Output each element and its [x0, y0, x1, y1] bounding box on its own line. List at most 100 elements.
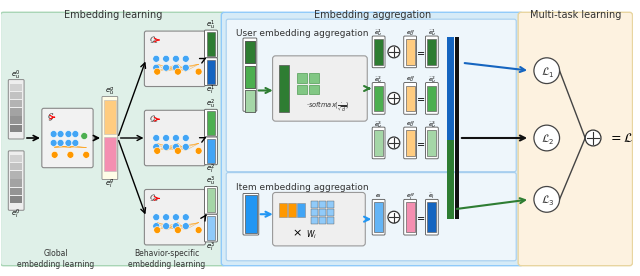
FancyBboxPatch shape	[243, 38, 257, 111]
Bar	[104, 100, 116, 134]
Bar	[10, 92, 22, 99]
FancyBboxPatch shape	[243, 193, 259, 235]
Circle shape	[173, 134, 179, 142]
Circle shape	[388, 92, 400, 104]
Bar	[245, 66, 255, 87]
Bar	[319, 201, 326, 208]
Bar	[10, 155, 22, 162]
Text: $\mathcal{L}$: $\mathcal{L}$	[541, 132, 550, 144]
Circle shape	[534, 58, 559, 84]
Text: $\times$: $\times$	[292, 228, 302, 238]
Circle shape	[163, 134, 170, 142]
Circle shape	[81, 132, 88, 139]
Text: Multi-task learning: Multi-task learning	[530, 10, 621, 20]
Circle shape	[534, 187, 559, 212]
Text: $\tilde{e}_u^1$: $\tilde{e}_u^1$	[374, 28, 383, 38]
Text: $W_i$: $W_i$	[305, 229, 317, 241]
Circle shape	[153, 134, 159, 142]
FancyBboxPatch shape	[426, 36, 438, 68]
Text: 2: 2	[548, 139, 553, 145]
Circle shape	[173, 64, 179, 71]
FancyBboxPatch shape	[426, 127, 438, 159]
Bar	[104, 137, 116, 171]
FancyBboxPatch shape	[145, 190, 205, 245]
FancyBboxPatch shape	[102, 96, 118, 180]
Text: $e_u^0$: $e_u^0$	[12, 69, 21, 82]
Circle shape	[163, 55, 170, 62]
Circle shape	[72, 139, 79, 146]
Bar	[10, 84, 22, 91]
Text: $=$: $=$	[415, 212, 426, 222]
Circle shape	[173, 144, 179, 150]
Circle shape	[182, 134, 189, 142]
Text: $e_u^g$: $e_u^g$	[406, 28, 415, 38]
Bar	[428, 202, 436, 232]
Bar	[10, 125, 22, 132]
Bar	[207, 32, 216, 56]
Circle shape	[153, 64, 159, 71]
FancyBboxPatch shape	[404, 83, 417, 114]
Text: $e_i^0$: $e_i^0$	[12, 208, 21, 221]
Bar	[406, 202, 415, 232]
FancyBboxPatch shape	[372, 127, 385, 159]
Circle shape	[175, 68, 181, 75]
Bar	[309, 84, 319, 94]
Bar	[319, 217, 326, 224]
Bar	[297, 84, 307, 94]
Bar	[245, 195, 257, 233]
Text: Global
embedding learning: Global embedding learning	[17, 249, 94, 269]
Text: $\mathcal{G}_1$: $\mathcal{G}_1$	[149, 34, 159, 46]
Circle shape	[154, 147, 161, 154]
Bar	[297, 73, 307, 83]
Text: $\mathcal{L}$: $\mathcal{L}$	[541, 65, 550, 77]
Circle shape	[57, 139, 64, 146]
Text: $e_u^1$: $e_u^1$	[206, 18, 216, 32]
FancyBboxPatch shape	[226, 173, 516, 261]
Circle shape	[173, 214, 179, 221]
Bar	[374, 202, 383, 232]
Bar	[374, 86, 383, 111]
FancyBboxPatch shape	[273, 56, 367, 121]
FancyBboxPatch shape	[8, 79, 24, 139]
Text: $e_i^1$: $e_i^1$	[206, 84, 216, 97]
Text: Item embedding aggregation: Item embedding aggregation	[236, 182, 369, 192]
Circle shape	[175, 147, 181, 154]
Bar	[10, 163, 22, 171]
Circle shape	[182, 55, 189, 62]
Text: $e_u^g$: $e_u^g$	[406, 75, 415, 84]
Circle shape	[182, 144, 189, 150]
FancyBboxPatch shape	[273, 192, 365, 246]
Bar	[280, 203, 287, 217]
Bar	[374, 130, 383, 156]
FancyBboxPatch shape	[426, 83, 438, 114]
Bar	[245, 91, 255, 112]
Circle shape	[65, 131, 72, 137]
Text: Embedding learning: Embedding learning	[63, 10, 162, 20]
Bar	[311, 201, 318, 208]
Bar	[311, 209, 318, 216]
Circle shape	[585, 130, 601, 146]
Bar	[207, 189, 216, 212]
Text: $e_i^g$: $e_i^g$	[105, 177, 115, 190]
FancyBboxPatch shape	[372, 36, 385, 68]
Text: $\cdot softmax(\frac{\cdot}{\sqrt{d}})$: $\cdot softmax(\frac{\cdot}{\sqrt{d}})$	[306, 99, 349, 113]
FancyBboxPatch shape	[205, 109, 218, 137]
FancyBboxPatch shape	[372, 199, 385, 235]
FancyBboxPatch shape	[8, 151, 24, 210]
Text: $e_i^2$: $e_i^2$	[206, 163, 216, 176]
Circle shape	[163, 144, 170, 150]
Circle shape	[72, 131, 79, 137]
Text: $e_i^g$: $e_i^g$	[406, 191, 415, 201]
Text: $e_u^2$: $e_u^2$	[206, 98, 216, 111]
FancyBboxPatch shape	[518, 12, 632, 266]
Text: $e_i$: $e_i$	[375, 192, 382, 200]
Text: Embedding aggregation: Embedding aggregation	[314, 10, 431, 20]
FancyBboxPatch shape	[205, 58, 218, 86]
Circle shape	[388, 211, 400, 223]
Bar	[280, 65, 289, 112]
Text: $\tilde{e}_u^3$: $\tilde{e}_u^3$	[374, 119, 383, 129]
Circle shape	[153, 223, 159, 230]
Circle shape	[83, 151, 90, 158]
Circle shape	[154, 68, 161, 75]
Bar	[406, 130, 415, 156]
